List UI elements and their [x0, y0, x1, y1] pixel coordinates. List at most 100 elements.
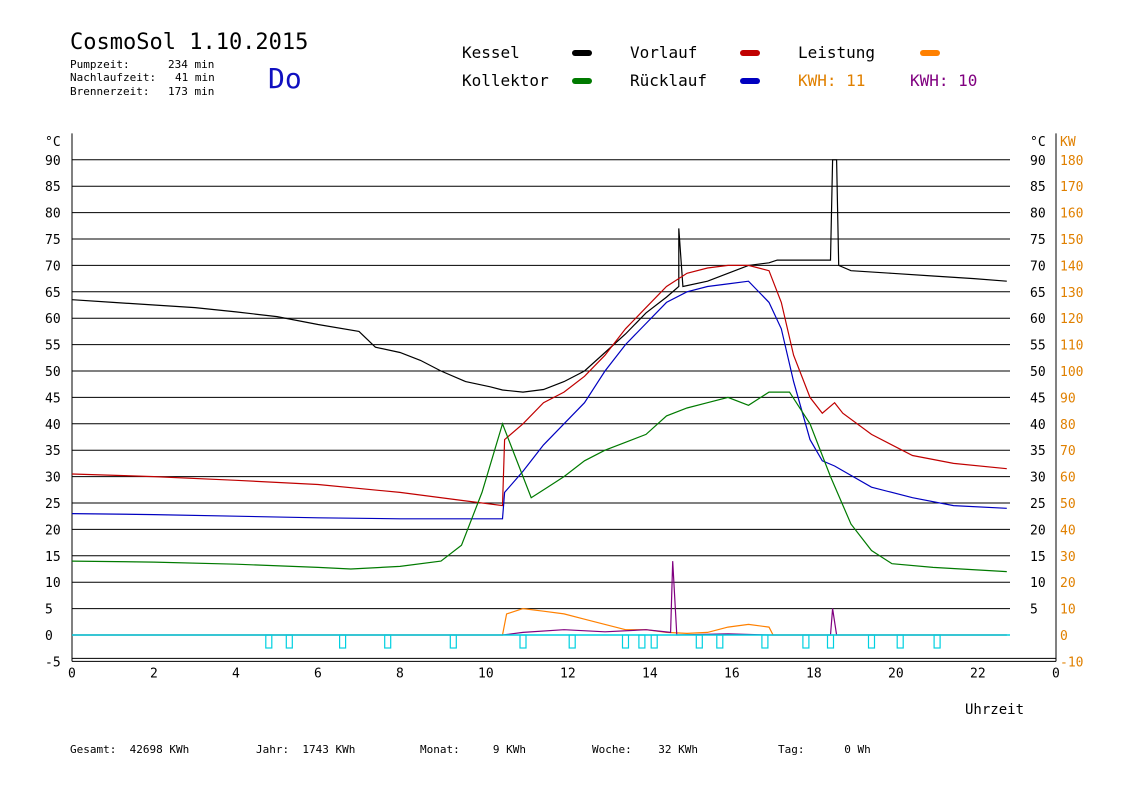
y-tick-label: 0: [45, 629, 53, 644]
series-kessel: [71, 159, 1007, 393]
series-kollektor: [71, 391, 1007, 573]
footer-monat: Monat: 9 KWh: [420, 743, 526, 756]
nachlaufzeit-value: 41 min: [175, 71, 215, 84]
y-right-kw-tick-label: 130: [1060, 286, 1083, 301]
y-tick-label: 90: [45, 154, 61, 169]
y-right-kw-tick-label: 70: [1060, 444, 1076, 459]
ylabel-right-c: °C: [1030, 135, 1046, 150]
y-right-kw-tick-label: 10: [1060, 603, 1076, 618]
y-right-tick-label: 10: [1030, 576, 1046, 591]
x-tick-label: 14: [642, 666, 658, 681]
monat-value: 9 KWh: [492, 743, 526, 756]
y-right-kw-tick-label: 0: [1060, 629, 1068, 644]
y-tick-label: 75: [45, 233, 61, 248]
y-right-tick-label: 60: [1030, 312, 1046, 327]
y-right-kw-tick-label: 50: [1060, 497, 1076, 512]
y-right-tick-label: 40: [1030, 418, 1046, 433]
pump-marker: [285, 634, 293, 649]
woche-label: Woche:: [592, 743, 632, 756]
y-right-tick-label: 20: [1030, 523, 1046, 538]
x-tick-label: 8: [396, 666, 404, 681]
y-tick-label: 25: [45, 497, 61, 512]
footer-gesamt: Gesamt: 42698 KWh: [70, 743, 189, 756]
pump-marker: [716, 634, 724, 649]
y-tick-label: 80: [45, 207, 61, 222]
y-right-tick-label: 50: [1030, 365, 1046, 380]
series-ruecklauf: [71, 280, 1007, 520]
series-lines: [71, 159, 1007, 636]
legend-kollektor-swatch: [572, 78, 592, 84]
y-right-kw-tick-label: 20: [1060, 576, 1076, 591]
woche-value: 32 KWh: [658, 743, 698, 756]
x-tick-label: 16: [724, 666, 740, 681]
y-tick-label: 15: [45, 550, 61, 565]
y-right-kw-tick-label: 120: [1060, 312, 1083, 327]
pump-marker: [621, 634, 630, 649]
y-right-kw-tick-label: 150: [1060, 233, 1083, 248]
y-right-kw-tick-label: 160: [1060, 207, 1083, 222]
pump-marker: [761, 634, 769, 649]
y-right-kw-tick-label: 30: [1060, 550, 1076, 565]
y-right-tick-label: 5: [1030, 603, 1038, 618]
legend-vorlauf: Vorlauf: [630, 43, 698, 62]
axes: [71, 133, 1057, 662]
x-tick-label: 20: [888, 666, 904, 681]
series-kwh2: [72, 561, 1007, 636]
grid-lines: [72, 159, 1010, 610]
gesamt-value: 42698 KWh: [129, 743, 190, 756]
y-right-kw-tick-label: 100: [1060, 365, 1083, 380]
y-right-tick-label: 55: [1030, 339, 1046, 354]
tick-labels: -505101520253035404550556065707580859051…: [45, 154, 1083, 682]
brennerzeit-row: Brennerzeit: 173 min: [70, 85, 214, 98]
x-tick-label: 4: [232, 666, 240, 681]
y-tick-label: 5: [45, 603, 53, 618]
pump-marker: [650, 634, 658, 649]
gesamt-label: Gesamt:: [70, 743, 117, 756]
x-tick-label: 12: [560, 666, 576, 681]
y-right-kw-tick-label: 60: [1060, 471, 1076, 486]
legend-leistung: Leistung: [798, 43, 876, 62]
y-tick-label: 10: [45, 576, 61, 591]
y-right-kw-tick-label: 90: [1060, 391, 1076, 406]
y-tick-label: -5: [45, 655, 61, 670]
y-right-kw-tick-label: 170: [1060, 180, 1083, 195]
y-right-tick-label: 35: [1030, 444, 1046, 459]
pump-marker: [568, 634, 576, 649]
y-tick-label: 70: [45, 259, 61, 274]
nachlaufzeit-label: Nachlaufzeit:: [70, 71, 157, 84]
y-right-tick-label: 25: [1030, 497, 1046, 512]
x-tick-label: 0: [68, 666, 76, 681]
legend-kwh2: KWH: 10: [910, 71, 978, 90]
y-tick-label: 40: [45, 418, 61, 433]
pump-marker: [519, 634, 527, 649]
y-tick-label: 35: [45, 444, 61, 459]
y-right-kw-tick-label: 140: [1060, 259, 1083, 274]
legend-kwh1: KWH: 11: [798, 71, 866, 90]
y-tick-label: 60: [45, 312, 61, 327]
y-right-tick-label: 45: [1030, 391, 1046, 406]
footer-tag: Tag: 0 Wh: [778, 743, 871, 756]
pump-marker: [265, 634, 273, 649]
footer-woche: Woche: 32 KWh: [592, 743, 698, 756]
y-tick-label: 45: [45, 391, 61, 406]
series-vorlauf: [71, 264, 1007, 507]
y-tick-label: 50: [45, 365, 61, 380]
legend-ruecklauf: Rücklauf: [630, 71, 708, 90]
x-tick-label: 10: [478, 666, 494, 681]
y-right-tick-label: 30: [1030, 471, 1046, 486]
y-tick-label: 85: [45, 180, 61, 195]
jahr-label: Jahr:: [256, 743, 290, 756]
pump-marker: [384, 634, 392, 649]
y-right-tick-label: 90: [1030, 154, 1046, 169]
pump-marker: [638, 634, 646, 649]
legend-kessel-swatch: [572, 50, 592, 56]
tag-value: 0 Wh: [844, 743, 871, 756]
xlabel: Uhrzeit: [965, 702, 1025, 718]
x-tick-label: 6: [314, 666, 322, 681]
y-right-tick-label: 80: [1030, 207, 1046, 222]
pump-marker: [449, 634, 457, 649]
y-right-kw-tick-label: 110: [1060, 339, 1083, 354]
weekday-label: Do: [268, 62, 302, 95]
y-right-kw-tick-label: -10: [1060, 655, 1083, 670]
